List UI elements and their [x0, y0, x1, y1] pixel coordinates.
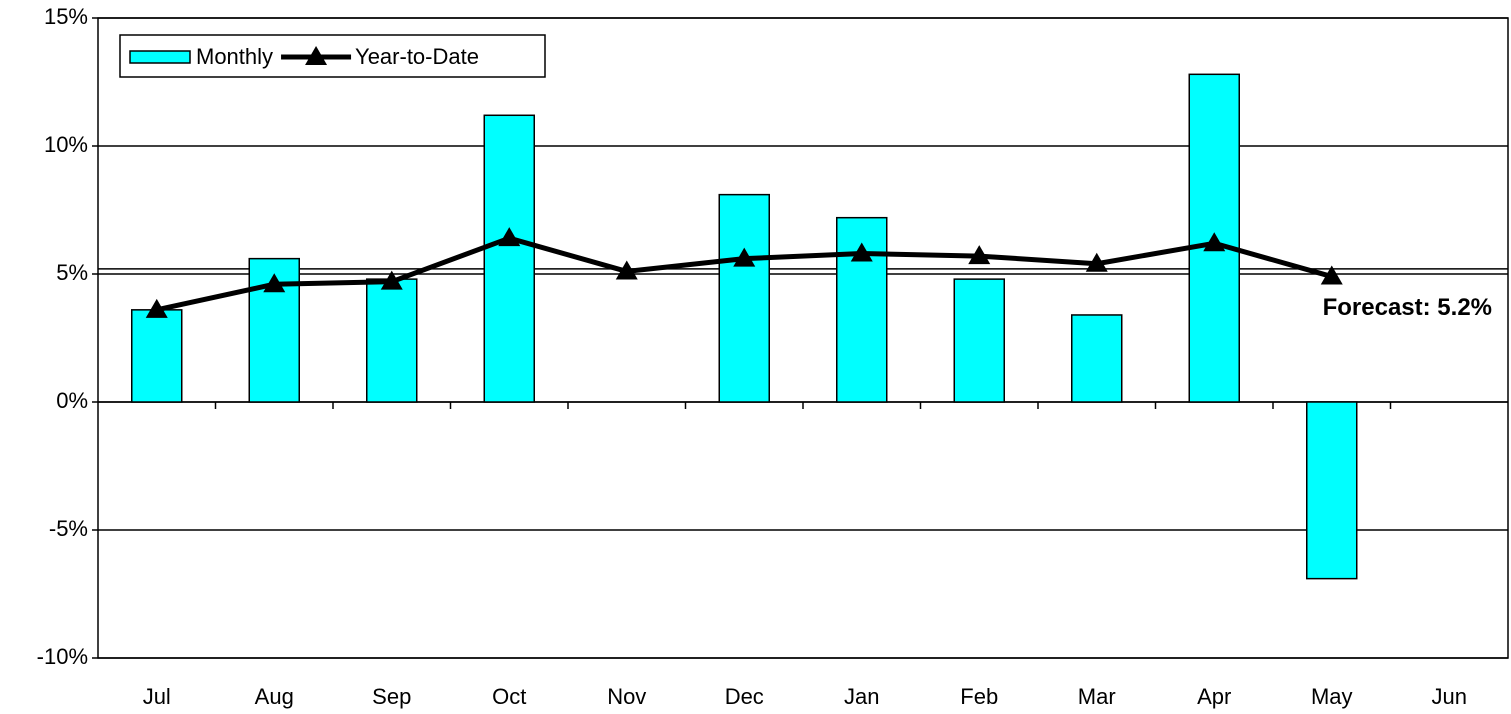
marker: [263, 273, 286, 293]
marker: [850, 242, 873, 262]
bar: [953, 278, 1005, 403]
bar: [131, 309, 183, 403]
marker: [380, 270, 403, 290]
marker: [1085, 252, 1108, 272]
marker: [968, 245, 991, 265]
marker: [1320, 265, 1343, 285]
x-tick-label: Feb: [960, 684, 998, 709]
x-tick-label: Apr: [1197, 684, 1231, 709]
marker: [498, 227, 521, 247]
legend-label: Monthly: [196, 44, 273, 69]
y-tick-label: -5%: [49, 516, 88, 541]
x-tick-label: Jan: [844, 684, 879, 709]
x-tick-label: Aug: [255, 684, 294, 709]
bar: [483, 114, 535, 403]
y-tick-label: -10%: [37, 644, 88, 669]
marker: [145, 298, 168, 318]
y-tick-label: 15%: [44, 4, 88, 29]
y-tick-label: 5%: [56, 260, 88, 285]
bar: [1071, 314, 1123, 403]
x-tick-label: Jul: [143, 684, 171, 709]
y-tick-label: 0%: [56, 388, 88, 413]
x-tick-label: Mar: [1078, 684, 1116, 709]
plot-border: [97, 17, 1509, 659]
y-tick-label: 10%: [44, 132, 88, 157]
legend-label: Year-to-Date: [355, 44, 479, 69]
x-tick-label: Dec: [725, 684, 764, 709]
marker: [615, 260, 638, 280]
x-tick-label: Nov: [607, 684, 646, 709]
legend-marker: [305, 46, 328, 65]
x-tick-label: May: [1311, 684, 1353, 709]
x-tick-label: Jun: [1432, 684, 1467, 709]
legend-swatch: [129, 50, 191, 64]
x-tick-label: Oct: [492, 684, 526, 709]
bar: [1306, 401, 1358, 580]
marker: [1203, 232, 1226, 252]
legend: Monthly Year-to-Date: [119, 34, 546, 78]
bar: [366, 278, 418, 403]
x-tick-label: Sep: [372, 684, 411, 709]
marker: [733, 247, 756, 267]
bar: [718, 193, 770, 403]
forecast-label: Forecast: 5.2%: [1323, 294, 1492, 321]
